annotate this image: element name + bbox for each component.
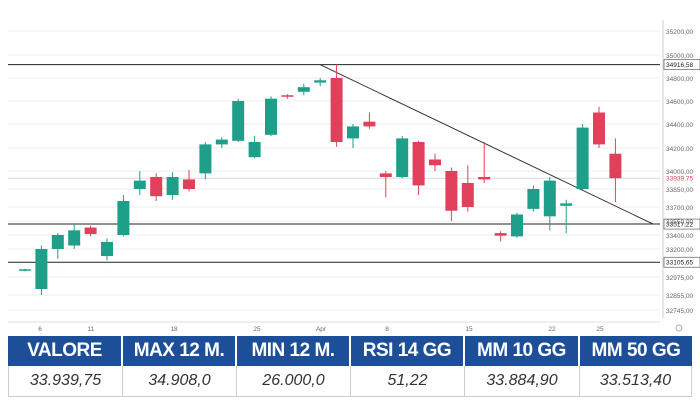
stat-header: RSI 14 GG: [351, 336, 465, 366]
time-tick-label: 22: [548, 326, 556, 333]
time-tick-label: 8: [385, 326, 389, 333]
stat-mm-10: MM 10 GG 33.884,90: [465, 336, 580, 398]
candle-body: [527, 189, 540, 209]
stat-value: 33.939,75: [8, 366, 123, 397]
candle-body: [330, 78, 343, 142]
last-price-box: [664, 173, 700, 184]
candle-body: [560, 203, 573, 206]
price-tick-label: 35200,00: [666, 29, 693, 36]
time-tick-label: 15: [465, 326, 473, 333]
candle-body: [429, 159, 441, 166]
candle-body: [347, 126, 359, 139]
candle-body: [543, 180, 556, 217]
price-tick-label: 35000,00: [666, 53, 693, 60]
time-tick-label: 25: [253, 326, 261, 333]
stat-value: 33.884,90: [465, 366, 580, 397]
price-tick-label: 32855,00: [666, 293, 693, 300]
candle-body: [379, 173, 392, 177]
level-label-box: [663, 256, 700, 268]
time-tick-label: 11: [88, 326, 95, 333]
candle-body: [412, 142, 425, 186]
price-tick-label: 32745,00: [666, 308, 693, 315]
candle-body: [117, 201, 130, 235]
candle-body: [35, 249, 48, 289]
price-tick-label: 34600,00: [666, 99, 693, 106]
trendline: [319, 64, 654, 225]
candle-body: [576, 127, 589, 189]
candle-body: [150, 177, 163, 197]
candle-body: [609, 153, 622, 179]
candle-body: [281, 95, 294, 97]
price-tick-label: 34200,00: [666, 146, 693, 153]
stat-rsi-14: RSI 14 GG 51,22: [351, 336, 465, 398]
stat-header: VALORE: [8, 336, 123, 366]
candle-body: [494, 233, 507, 236]
candle-body: [101, 242, 113, 256]
candle-body: [511, 214, 523, 237]
candlestick-chart: 34916,58 33517,22 33105,65 33939,75 35200,0…: [8, 20, 700, 333]
candle-body: [166, 177, 179, 195]
price-tick-label: 34000,00: [666, 169, 693, 176]
candles: [19, 64, 622, 295]
candle-body: [445, 171, 458, 211]
candle-body: [232, 101, 245, 141]
price-tick-label: 33700,00: [666, 205, 693, 212]
support-resistance-lines: 34916,58 33517,22 33105,65 33939,75: [8, 59, 700, 268]
stat-header: MM 10 GG: [465, 336, 580, 366]
candle-body: [396, 138, 409, 177]
candle-body: [215, 139, 228, 145]
level-label: 34916,58: [666, 62, 693, 69]
stat-max-12m: MAX 12 M. 34.908,0: [123, 336, 237, 398]
price-tick-label: 33850,00: [666, 187, 693, 194]
price-tick-label: 33200,00: [666, 247, 693, 254]
candle-body: [461, 183, 474, 207]
price-tick-label: 33400,00: [666, 233, 693, 240]
stat-min-12m: MIN 12 M. 26.000,0: [237, 336, 351, 398]
chart-gridlines: [8, 30, 660, 311]
time-tick-label: 6: [38, 326, 42, 333]
price-tick-label: 32975,00: [666, 275, 693, 282]
price-tick-label: 33550,00: [666, 219, 693, 226]
stat-value: 34.908,0: [123, 366, 237, 397]
settings-icon: [675, 324, 683, 332]
candle-body: [265, 98, 277, 135]
time-tick-label: Apr: [316, 326, 327, 333]
candle-body: [19, 269, 31, 271]
price-tick-label: 34400,00: [666, 122, 693, 129]
time-tick-label: 25: [596, 326, 604, 333]
candle-body: [297, 87, 310, 92]
time-tick-label: 18: [170, 326, 178, 333]
candle-body: [51, 235, 64, 249]
stat-valore: VALORE 33.939,75: [8, 336, 123, 398]
price-axis: 35200,00 35000,00 34800,00 34600,00 34400,00…: [662, 20, 693, 318]
stat-header: MAX 12 M.: [123, 336, 237, 366]
candle-body: [478, 177, 491, 180]
last-price-label: 33939,75: [666, 176, 693, 183]
candle-body: [183, 179, 195, 189]
candle-body: [133, 180, 146, 189]
candle-body: [84, 227, 97, 235]
stat-value: 33.513,40: [580, 366, 692, 397]
stat-mm-50: MM 50 GG 33.513,40: [580, 336, 692, 398]
stat-value: 51,22: [351, 366, 465, 397]
level-label: 33517,22: [666, 222, 693, 229]
candle-body: [593, 112, 605, 145]
price-tick-label: 34800,00: [666, 76, 693, 83]
stat-header: MIN 12 M.: [237, 336, 351, 366]
stats-table: VALORE 33.939,75 MAX 12 M. 34.908,0 MIN …: [8, 336, 692, 398]
candle-body: [68, 230, 81, 246]
level-label-box: [663, 218, 700, 230]
stat-header: MM 50 GG: [580, 336, 692, 366]
level-label-box: [663, 59, 700, 70]
candle-body: [363, 121, 376, 127]
trendline-segment: [319, 64, 654, 225]
stat-value: 26.000,0: [237, 366, 351, 397]
time-axis: 6 11 18 25 Apr 8 15 22 25: [8, 321, 683, 333]
level-label: 33105,65: [666, 260, 693, 267]
candle-body: [199, 144, 212, 174]
candle-body: [314, 80, 327, 83]
candle-body: [248, 142, 261, 158]
